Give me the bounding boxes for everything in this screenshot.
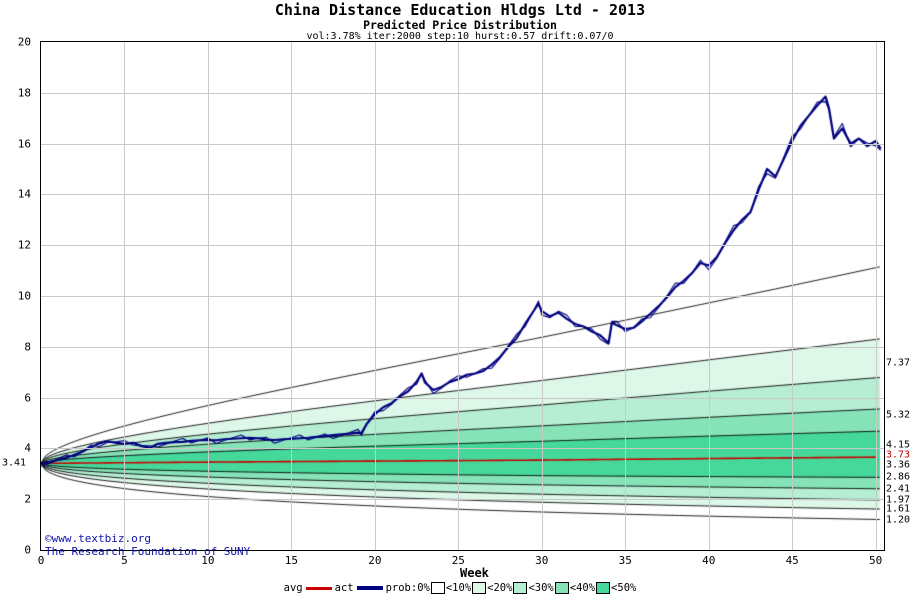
right-value-label: 5.32 [886,409,911,421]
right-value-label: 7.37 [886,357,911,369]
right-value-label: 2.41 [886,483,911,495]
gridline-vertical [708,42,710,550]
x-tick-label: 25 [451,554,465,567]
legend-avg-swatch [305,586,332,590]
x-tick-label: 20 [368,554,382,567]
legend-prob-label: prob:0% [385,582,430,594]
x-tick-label: 10 [201,554,215,567]
legend-band-swatch [513,582,528,594]
gridline-vertical [207,42,209,550]
y-tick-label: 20 [17,35,31,49]
chart-parameters: vol:3.78% iter:2000 step:10 hurst:0.57 d… [306,31,614,42]
legend-band-label: <40% [569,582,596,594]
watermark: ©www.textbiz.org The Research Foundation… [45,532,250,558]
y-tick-label: 8 [24,340,31,354]
y-tick-label: 0 [24,543,31,557]
gridline-vertical [374,42,376,550]
x-tick-label: 40 [702,554,716,567]
chart-legend: avg act prob:0% <10% <20% <30% <40% <50% [0,582,920,594]
x-tick-label: 50 [869,554,883,567]
gridline-horizontal [41,194,884,196]
x-axis-label: Week [460,566,489,580]
legend-act-swatch [356,586,383,590]
gridline-horizontal [41,397,884,399]
legend-band-label: <50% [611,582,637,594]
right-value-label: 4.15 [886,439,911,451]
gridline-horizontal [41,346,884,348]
legend-band-swatch [472,582,487,594]
legend-band-swatch [596,582,611,594]
x-tick-label: 0 [37,554,45,567]
watermark-line-1: ©www.textbiz.org [45,532,151,545]
x-tick-label: 45 [785,554,799,567]
watermark-line-2: The Research Foundation of SUNY [45,545,251,558]
right-value-label: 3.36 [886,459,911,471]
legend-band-swatch [554,582,569,594]
plot-area [40,41,885,551]
legend-band-label: <20% [487,582,513,594]
y-tick-label: 6 [24,391,31,405]
chart-subtitle: Predicted Price Distribution [363,18,557,32]
right-value-label: 2.86 [886,471,911,483]
gridline-horizontal [41,143,884,145]
x-tick-label: 30 [535,554,549,567]
gridline-vertical [458,42,460,550]
legend-act-label: act [334,582,354,594]
gridline-horizontal [41,448,884,450]
y-tick-label: 2 [24,492,31,506]
start-price-label: 3.41 [2,457,27,469]
gridline-horizontal [41,499,884,501]
chart-title: China Distance Education Hldgs Ltd - 201… [274,1,646,19]
gridline-vertical [124,42,126,550]
x-tick-label: 35 [618,554,632,567]
right-value-label: 1.97 [886,494,911,506]
gridline-vertical [541,42,543,550]
legend-items: avg act prob:0% <10% <20% <30% <40% <50% [283,582,637,594]
y-tick-label: 4 [24,441,31,455]
legend-band-label: <10% [445,582,472,594]
right-value-label: 1.61 [886,503,911,515]
gridline-horizontal [41,245,884,247]
gridline-horizontal [41,296,884,297]
gridline-vertical [875,42,877,550]
right-value-label: 1.20 [886,514,911,526]
y-tick-label: 12 [17,238,31,252]
x-tick-label: 15 [284,554,299,567]
y-tick-label: 14 [17,187,31,201]
y-tick-label: 16 [17,137,31,151]
right-value-label: 3.73 [886,449,911,461]
gridline-vertical [792,42,794,550]
legend-band-swatch [430,582,445,594]
legend-avg-label: avg [283,582,303,594]
y-tick-label: 18 [17,86,31,100]
y-tick-label: 10 [17,289,31,303]
gridline-vertical [625,42,627,550]
legend-band-label: <30% [528,582,554,594]
gridline-vertical [291,42,293,550]
x-tick-label: 5 [121,554,128,567]
gridline-horizontal [41,92,884,94]
